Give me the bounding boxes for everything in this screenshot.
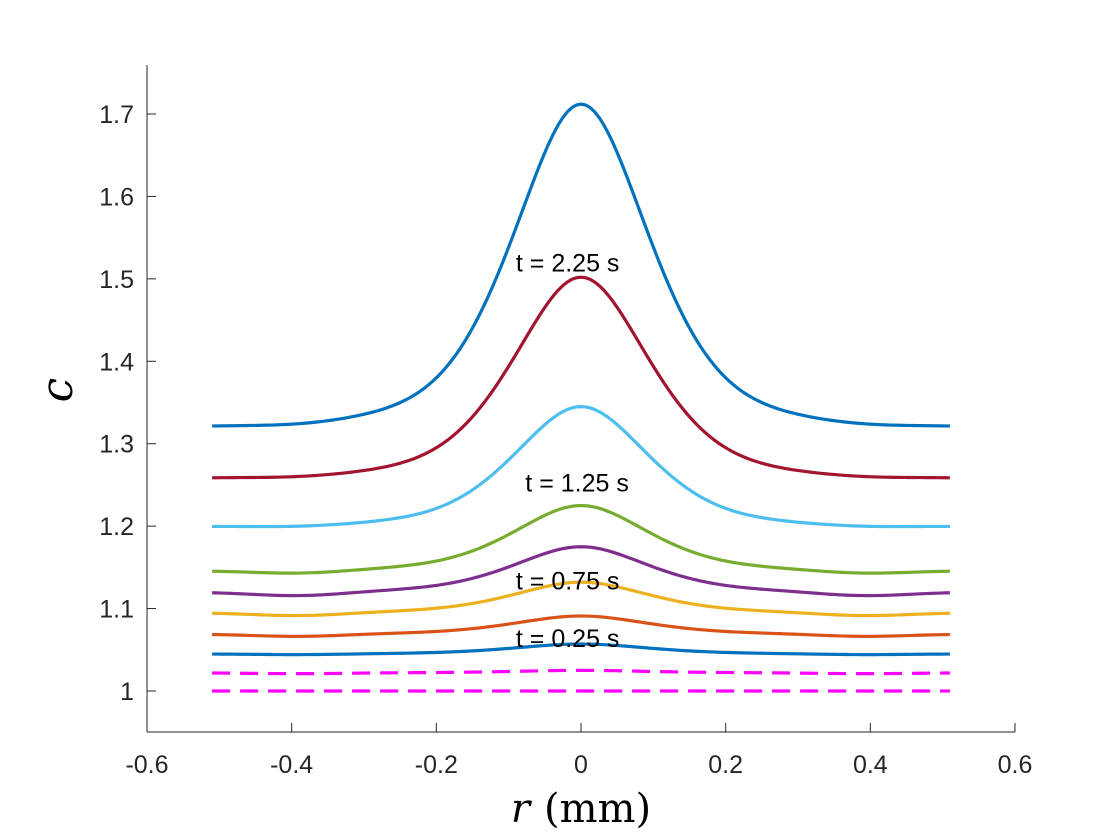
series-line-6: [212, 545, 950, 598]
series-line-2: [212, 668, 950, 676]
series-layer: [212, 102, 950, 693]
x-tick-label: -0.6: [125, 751, 168, 779]
y-tick-label: 1.4: [99, 348, 134, 376]
y-tick-label: 1.1: [99, 596, 134, 624]
time-annotation: t = 1.25 s: [525, 469, 629, 497]
x-tick-label: 0.4: [853, 751, 888, 779]
annotation-layer: t = 2.25 s t = 1.25 s t = 0.75 s t = 0.25 s: [516, 249, 629, 653]
x-ticks: -0.6 -0.4 -0.2 0 0.2 0.4 0.6: [125, 723, 1032, 779]
y-tick-label: 1.5: [99, 266, 134, 294]
x-axis-label-unit: (mm): [544, 786, 651, 832]
series-line-4: [212, 614, 950, 638]
x-axis-label-var: r: [511, 786, 533, 832]
x-tick-label: -0.4: [270, 751, 313, 779]
time-annotation: t = 0.75 s: [516, 568, 620, 596]
series-line-10: [212, 102, 950, 428]
y-tick-label: 1.6: [99, 183, 134, 211]
series-line-3: [212, 642, 950, 657]
y-tick-label: 1: [120, 678, 134, 706]
x-tick-label: -0.2: [415, 751, 458, 779]
time-annotation: t = 0.25 s: [516, 625, 620, 653]
series-line-7: [212, 503, 950, 575]
y-tick-label: 1.7: [99, 101, 134, 129]
x-tick-label: 0.6: [998, 751, 1033, 779]
series-line-9: [212, 275, 950, 480]
y-tick-label: 1.3: [99, 431, 134, 459]
series-line-5: [212, 580, 950, 618]
time-annotation: t = 2.25 s: [516, 249, 620, 277]
series-line-8: [212, 405, 950, 529]
x-axis-label: r (mm): [511, 786, 651, 832]
x-tick-label: 0: [574, 751, 588, 779]
y-axis-label: c: [32, 378, 83, 403]
y-tick-label: 1.2: [99, 513, 134, 541]
y-ticks: 1 1.1 1.2 1.3 1.4 1.5 1.6 1.7: [99, 101, 156, 706]
x-tick-label: 0.2: [708, 751, 743, 779]
